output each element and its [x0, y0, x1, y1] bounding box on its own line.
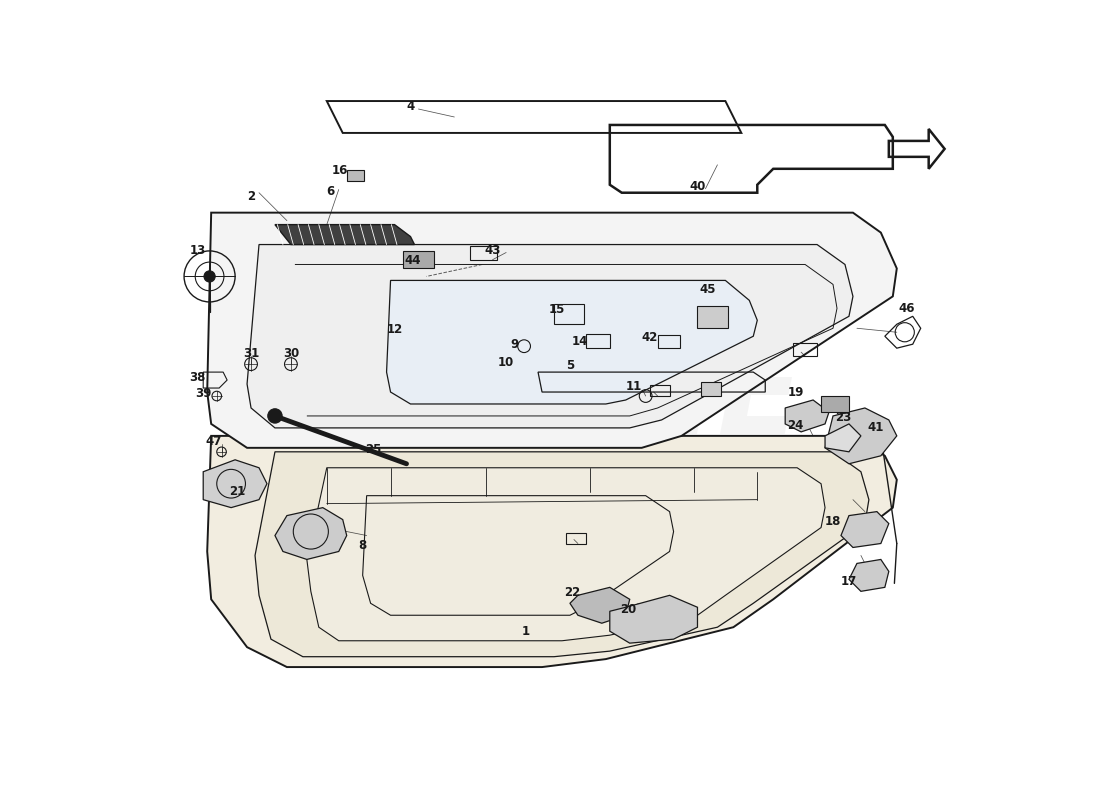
Text: 43: 43: [484, 244, 500, 257]
Polygon shape: [248, 245, 852, 428]
Text: 23: 23: [835, 411, 851, 424]
Text: 42: 42: [641, 331, 658, 344]
Text: 39: 39: [195, 387, 211, 400]
Polygon shape: [275, 225, 415, 245]
Polygon shape: [204, 460, 267, 508]
Text: 24: 24: [788, 419, 804, 432]
Bar: [702, 382, 722, 396]
Polygon shape: [255, 452, 869, 657]
Polygon shape: [207, 436, 896, 667]
Text: 5: 5: [565, 359, 574, 372]
Bar: [650, 385, 670, 396]
Text: 41: 41: [867, 422, 883, 434]
Polygon shape: [785, 400, 829, 432]
Polygon shape: [570, 587, 629, 623]
Text: 46: 46: [899, 302, 915, 315]
Text: 44: 44: [405, 254, 421, 267]
Polygon shape: [849, 559, 889, 591]
Text: 25: 25: [365, 443, 382, 456]
Text: 40: 40: [690, 180, 706, 193]
Text: 11: 11: [626, 380, 641, 393]
Bar: [471, 246, 496, 261]
Circle shape: [204, 271, 216, 282]
Text: 47: 47: [206, 435, 222, 448]
Text: 16: 16: [332, 164, 349, 177]
Bar: [565, 533, 586, 543]
Bar: [658, 335, 680, 348]
Text: 14: 14: [571, 335, 587, 348]
Text: 10: 10: [497, 356, 514, 369]
Bar: [346, 170, 364, 181]
Polygon shape: [825, 424, 861, 452]
Bar: [403, 251, 434, 269]
Bar: [554, 304, 584, 324]
Text: 20: 20: [620, 603, 636, 616]
Text: 13: 13: [189, 244, 206, 257]
Text: a passion for: a passion for: [452, 550, 568, 569]
Text: 45: 45: [700, 283, 716, 297]
Polygon shape: [386, 281, 757, 404]
Polygon shape: [609, 595, 697, 643]
Polygon shape: [842, 512, 889, 547]
Text: 38: 38: [189, 371, 206, 384]
Text: 1: 1: [522, 625, 530, 638]
Text: 4: 4: [406, 100, 415, 113]
Polygon shape: [825, 408, 896, 464]
Polygon shape: [275, 508, 346, 559]
Bar: [821, 396, 849, 412]
Bar: [697, 306, 728, 328]
Text: 8: 8: [359, 538, 366, 551]
Polygon shape: [307, 468, 825, 641]
Text: 19: 19: [788, 386, 804, 398]
Text: 12: 12: [386, 323, 403, 336]
Text: 18: 18: [825, 514, 842, 528]
Text: 17: 17: [840, 575, 857, 588]
Bar: [793, 343, 817, 356]
Text: 22: 22: [564, 586, 581, 599]
Text: 30: 30: [283, 347, 299, 360]
Text: 1985: 1985: [585, 598, 642, 618]
Polygon shape: [207, 213, 896, 448]
Text: 21: 21: [230, 485, 245, 498]
Circle shape: [267, 409, 282, 423]
Text: 6: 6: [327, 186, 334, 198]
Text: 9: 9: [510, 338, 518, 350]
Bar: [586, 334, 609, 348]
Text: 31: 31: [243, 347, 260, 360]
Text: 2: 2: [248, 190, 255, 203]
Text: ECURIE: ECURIE: [297, 339, 803, 461]
Text: 15: 15: [548, 303, 564, 317]
